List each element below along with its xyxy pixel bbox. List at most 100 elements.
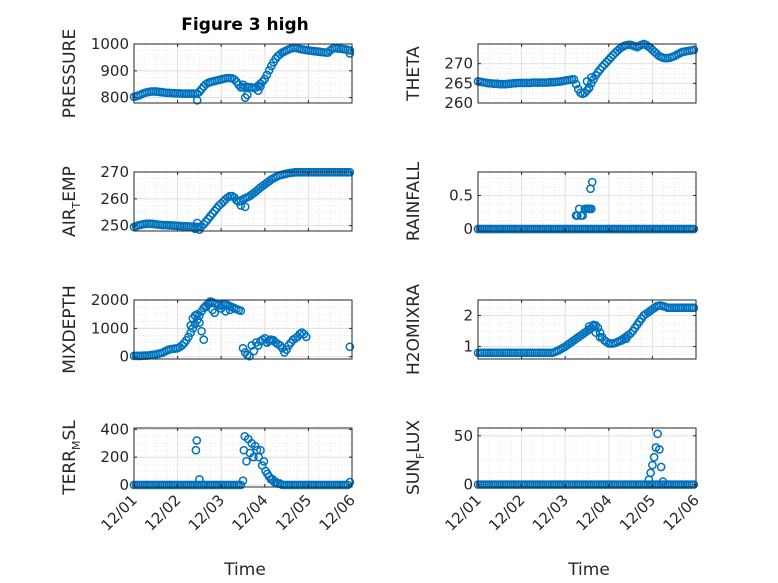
y-tick-label: 270 — [100, 163, 129, 181]
data-point — [587, 204, 596, 214]
data-point — [249, 452, 258, 462]
y-tick-label: 250 — [100, 217, 129, 235]
data-point — [615, 44, 625, 54]
subplot-5: 0 1000 2000 MIXDEPTH — [60, 285, 355, 374]
data-point — [199, 335, 209, 345]
data-point — [177, 341, 187, 350]
data-point — [205, 297, 215, 306]
data-point — [259, 456, 269, 466]
y-tick-label: 270 — [444, 55, 473, 73]
y-tick-label: 1000 — [91, 319, 129, 337]
subplot-3: 250 260 270 AIRTEMP — [60, 163, 355, 237]
y-tick-label: 1 — [463, 338, 473, 356]
y-axis-label: THETA — [404, 46, 424, 102]
data-point — [229, 75, 239, 84]
data-point — [345, 49, 355, 58]
subplot-1: 800 900 1000 PRESSURE — [60, 29, 355, 118]
y-axis-label: MIXDEPTH — [60, 285, 80, 374]
y-tick-label: 0.5 — [449, 186, 473, 204]
y-tick-label: 900 — [100, 62, 129, 80]
data-point — [253, 341, 263, 350]
x-tick-label: 12/01 — [442, 491, 485, 534]
data-point — [600, 60, 609, 69]
data-point — [242, 456, 251, 466]
data-point — [608, 50, 618, 60]
data-point — [586, 184, 595, 194]
data-point — [604, 55, 614, 65]
x-tick-label: 12/05 — [616, 491, 659, 534]
y-axis-label: SUNFLUX — [404, 420, 427, 495]
y-axis-label: AIRTEMP — [60, 166, 83, 237]
subplot-6: 1 2 H2OMIXRA — [404, 284, 699, 375]
y-axis-label: PRESSURE — [60, 29, 80, 118]
data-point — [265, 335, 275, 345]
y-axis-label: TERRMSL — [60, 420, 83, 496]
data-point — [345, 342, 355, 352]
data-point — [191, 445, 201, 455]
data-point — [580, 88, 590, 98]
axes-box — [133, 299, 353, 360]
plot-area — [478, 172, 696, 231]
data-point — [184, 332, 193, 342]
data-point — [236, 480, 246, 490]
data-point — [584, 322, 594, 331]
data-point — [238, 80, 248, 90]
data-point — [345, 46, 355, 55]
y-tick-label: 0 — [119, 348, 129, 366]
data-point — [345, 477, 355, 487]
data-point — [595, 332, 605, 342]
data-point — [238, 476, 248, 486]
x-tick-label: 12/06 — [660, 491, 703, 534]
data-point — [689, 45, 699, 55]
data-point — [656, 462, 666, 472]
figure-title: Figure 3 high — [181, 15, 309, 35]
data-point — [606, 53, 616, 62]
subplot-8: 0 50 12/01 12/02 12/03 12/04 12/05 12/06 SUNFLUX — [404, 420, 703, 535]
data-point — [689, 224, 699, 234]
axes-box — [133, 171, 353, 232]
y-tick-label: 2 — [463, 307, 473, 325]
y-tick-label: 260 — [444, 94, 473, 112]
axes-box — [477, 299, 697, 360]
y-axis-label: RAINFALL — [404, 161, 424, 241]
x-axis-label-left: Time — [223, 560, 266, 580]
data-point — [571, 79, 581, 89]
data-point — [589, 320, 598, 330]
data-point — [256, 82, 265, 91]
data-point — [653, 429, 662, 439]
x-tick-label: 12/04 — [572, 491, 615, 534]
data-point — [249, 346, 259, 356]
y-axis-label: H2OMIXRA — [404, 284, 424, 375]
data-point — [591, 328, 601, 337]
x-tick-label: 12/03 — [529, 491, 572, 534]
data-point — [301, 332, 311, 342]
data-point — [236, 201, 246, 210]
data-point — [275, 49, 285, 59]
axes-box — [477, 171, 697, 232]
data-point — [584, 204, 594, 214]
axes-box — [477, 43, 697, 104]
data-point — [243, 90, 252, 100]
data-point — [253, 86, 263, 96]
x-tick-label: 12/02 — [141, 491, 184, 534]
data-point — [240, 202, 250, 212]
data-point — [649, 452, 659, 462]
data-point — [192, 436, 202, 445]
data-point — [621, 334, 631, 344]
data-point — [264, 65, 274, 75]
data-point — [238, 343, 248, 353]
x-tick-label: 12/05 — [272, 491, 315, 534]
data-point — [221, 307, 230, 316]
x-tick-label: 12/04 — [228, 491, 271, 534]
data-point — [584, 83, 594, 93]
y-tick-label: 0 — [463, 476, 473, 494]
y-tick-label: 1000 — [91, 35, 129, 53]
subplot-7: 0 200 400 12/01 12/02 12/03 12/04 12/05 12/06 TER… — [60, 420, 359, 535]
y-tick-label: 800 — [100, 89, 129, 107]
data-point — [648, 460, 657, 470]
data-point — [655, 445, 664, 454]
data-point — [216, 199, 226, 208]
y-tick-label: 50 — [454, 427, 473, 445]
data-point — [626, 329, 635, 338]
